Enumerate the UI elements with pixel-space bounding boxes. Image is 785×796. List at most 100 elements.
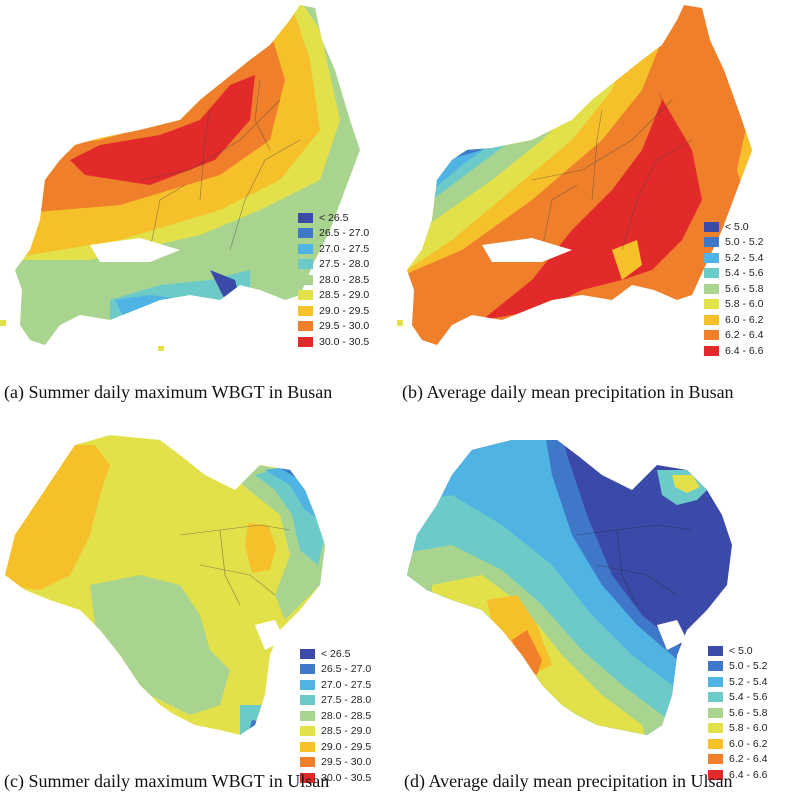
legend-d-item: 5.6 - 5.8 bbox=[708, 705, 768, 721]
legend-c-label-7: 29.5 - 30.0 bbox=[321, 756, 372, 769]
legend-b-label-3: 5.4 - 5.6 bbox=[725, 267, 764, 280]
legend-a-label-6: 29.0 - 29.5 bbox=[319, 304, 370, 317]
legend-d-swatch-8 bbox=[708, 769, 723, 780]
legend-a-label-2: 27.0 - 27.5 bbox=[319, 242, 370, 255]
panel-a-busan-wbgt: < 26.5 26.5 - 27.0 27.0 - 27.5 27.5 - 28… bbox=[0, 0, 390, 410]
legend-c-item: 30.0 - 30.5 bbox=[300, 770, 371, 786]
legend-b-swatch-8 bbox=[704, 345, 719, 356]
legend-c-label-8: 30.0 - 30.5 bbox=[321, 771, 372, 784]
caption-c: (c) Summer daily maximum WBGT in Ulsan bbox=[4, 771, 330, 791]
legend-d-item: 6.2 - 6.4 bbox=[708, 752, 768, 768]
legend-b-swatch-2 bbox=[704, 252, 719, 263]
legend-c-label-6: 29.0 - 29.5 bbox=[321, 740, 372, 753]
caption-d: (d) Average daily mean precipitation in … bbox=[404, 771, 733, 791]
legend-c-swatch-6 bbox=[300, 741, 315, 752]
ulsan-precip-map bbox=[407, 440, 732, 735]
legend-d-item: 5.0 - 5.2 bbox=[708, 659, 768, 675]
legend-c-item: 27.5 - 28.0 bbox=[300, 693, 371, 709]
legend-b: < 5.0 5.0 - 5.2 5.2 - 5.4 5.4 - 5.6 5.6 … bbox=[704, 219, 764, 359]
legend-d-item: < 5.0 bbox=[708, 643, 768, 659]
legend-a: < 26.5 26.5 - 27.0 27.0 - 27.5 27.5 - 28… bbox=[298, 210, 369, 350]
legend-d-swatch-0 bbox=[708, 645, 723, 656]
legend-d-item: 5.2 - 5.4 bbox=[708, 674, 768, 690]
legend-b-label-4: 5.6 - 5.8 bbox=[725, 282, 764, 295]
legend-a-item: 30.0 - 30.5 bbox=[298, 334, 369, 350]
caption-b: (b) Average daily mean precipitation in … bbox=[402, 382, 734, 402]
legend-d-swatch-4 bbox=[708, 707, 723, 718]
legend-c-swatch-5 bbox=[300, 726, 315, 737]
legend-b-item: 5.4 - 5.6 bbox=[704, 266, 764, 282]
legend-c-swatch-3 bbox=[300, 695, 315, 706]
legend-b-item: 5.0 - 5.2 bbox=[704, 235, 764, 251]
legend-d-label-7: 6.2 - 6.4 bbox=[729, 753, 768, 766]
legend-d-label-0: < 5.0 bbox=[729, 644, 753, 657]
legend-a-swatch-5 bbox=[298, 290, 313, 301]
legend-a-item: 26.5 - 27.0 bbox=[298, 226, 369, 242]
legend-d-item: 5.8 - 6.0 bbox=[708, 721, 768, 737]
legend-a-item: 28.5 - 29.0 bbox=[298, 288, 369, 304]
legend-c-swatch-7 bbox=[300, 757, 315, 768]
legend-a-label-7: 29.5 - 30.0 bbox=[319, 320, 370, 333]
legend-a-item: 27.0 - 27.5 bbox=[298, 241, 369, 257]
legend-a-swatch-0 bbox=[298, 212, 313, 223]
legend-c-label-4: 28.0 - 28.5 bbox=[321, 709, 372, 722]
legend-c-swatch-4 bbox=[300, 710, 315, 721]
legend-d-swatch-6 bbox=[708, 738, 723, 749]
legend-b-swatch-3 bbox=[704, 268, 719, 279]
legend-b-item: 6.0 - 6.2 bbox=[704, 312, 764, 328]
legend-a-item: 28.0 - 28.5 bbox=[298, 272, 369, 288]
legend-b-item: 5.8 - 6.0 bbox=[704, 297, 764, 313]
legend-a-item: 29.0 - 29.5 bbox=[298, 303, 369, 319]
legend-a-swatch-1 bbox=[298, 228, 313, 239]
legend-c-label-3: 27.5 - 28.0 bbox=[321, 694, 372, 707]
legend-a-label-0: < 26.5 bbox=[319, 211, 349, 224]
legend-b-item: 6.4 - 6.6 bbox=[704, 343, 764, 359]
legend-b-label-5: 5.8 - 6.0 bbox=[725, 298, 764, 311]
legend-b-item: 5.6 - 5.8 bbox=[704, 281, 764, 297]
legend-b-item: 6.2 - 6.4 bbox=[704, 328, 764, 344]
legend-d-swatch-5 bbox=[708, 723, 723, 734]
legend-c-swatch-1 bbox=[300, 664, 315, 675]
caption-a: (a) Summer daily maximum WBGT in Busan bbox=[4, 382, 333, 402]
legend-b-label-0: < 5.0 bbox=[725, 220, 749, 233]
legend-a-swatch-8 bbox=[298, 336, 313, 347]
legend-c-item: 28.0 - 28.5 bbox=[300, 708, 371, 724]
legend-d-swatch-7 bbox=[708, 754, 723, 765]
legend-b-label-8: 6.4 - 6.6 bbox=[725, 344, 764, 357]
legend-c-item: 28.5 - 29.0 bbox=[300, 724, 371, 740]
legend-c-swatch-8 bbox=[300, 772, 315, 783]
legend-c-item: 27.0 - 27.5 bbox=[300, 677, 371, 693]
legend-a-label-5: 28.5 - 29.0 bbox=[319, 289, 370, 302]
ulsan-wbgt-map bbox=[5, 435, 325, 735]
legend-a-label-4: 28.0 - 28.5 bbox=[319, 273, 370, 286]
legend-b-swatch-1 bbox=[704, 237, 719, 248]
legend-a-swatch-7 bbox=[298, 321, 313, 332]
legend-d-item: 6.4 - 6.6 bbox=[708, 767, 768, 783]
legend-b-label-6: 6.0 - 6.2 bbox=[725, 313, 764, 326]
legend-c-label-2: 27.0 - 27.5 bbox=[321, 678, 372, 691]
legend-c: < 26.5 26.5 - 27.0 27.0 - 27.5 27.5 - 28… bbox=[300, 646, 371, 786]
legend-d-label-3: 5.4 - 5.6 bbox=[729, 691, 768, 704]
legend-a-item: < 26.5 bbox=[298, 210, 369, 226]
busan-wbgt-map bbox=[0, 5, 360, 351]
legend-c-item: 29.0 - 29.5 bbox=[300, 739, 371, 755]
panel-b-busan-precipitation: < 5.0 5.0 - 5.2 5.2 - 5.4 5.4 - 5.6 5.6 … bbox=[392, 0, 785, 410]
legend-b-swatch-0 bbox=[704, 221, 719, 232]
legend-c-item: < 26.5 bbox=[300, 646, 371, 662]
legend-d-swatch-3 bbox=[708, 692, 723, 703]
legend-c-item: 29.5 - 30.0 bbox=[300, 755, 371, 771]
legend-a-item: 27.5 - 28.0 bbox=[298, 257, 369, 273]
legend-b-swatch-4 bbox=[704, 283, 719, 294]
legend-d-label-4: 5.6 - 5.8 bbox=[729, 706, 768, 719]
legend-d-label-8: 6.4 - 6.6 bbox=[729, 768, 768, 781]
legend-a-swatch-2 bbox=[298, 243, 313, 254]
legend-a-item: 29.5 - 30.0 bbox=[298, 319, 369, 335]
legend-c-swatch-0 bbox=[300, 648, 315, 659]
legend-c-item: 26.5 - 27.0 bbox=[300, 662, 371, 678]
legend-d-label-6: 6.0 - 6.2 bbox=[729, 737, 768, 750]
legend-d-label-5: 5.8 - 6.0 bbox=[729, 722, 768, 735]
legend-a-swatch-4 bbox=[298, 274, 313, 285]
legend-c-label-0: < 26.5 bbox=[321, 647, 351, 660]
legend-d-label-1: 5.0 - 5.2 bbox=[729, 660, 768, 673]
legend-a-swatch-6 bbox=[298, 305, 313, 316]
